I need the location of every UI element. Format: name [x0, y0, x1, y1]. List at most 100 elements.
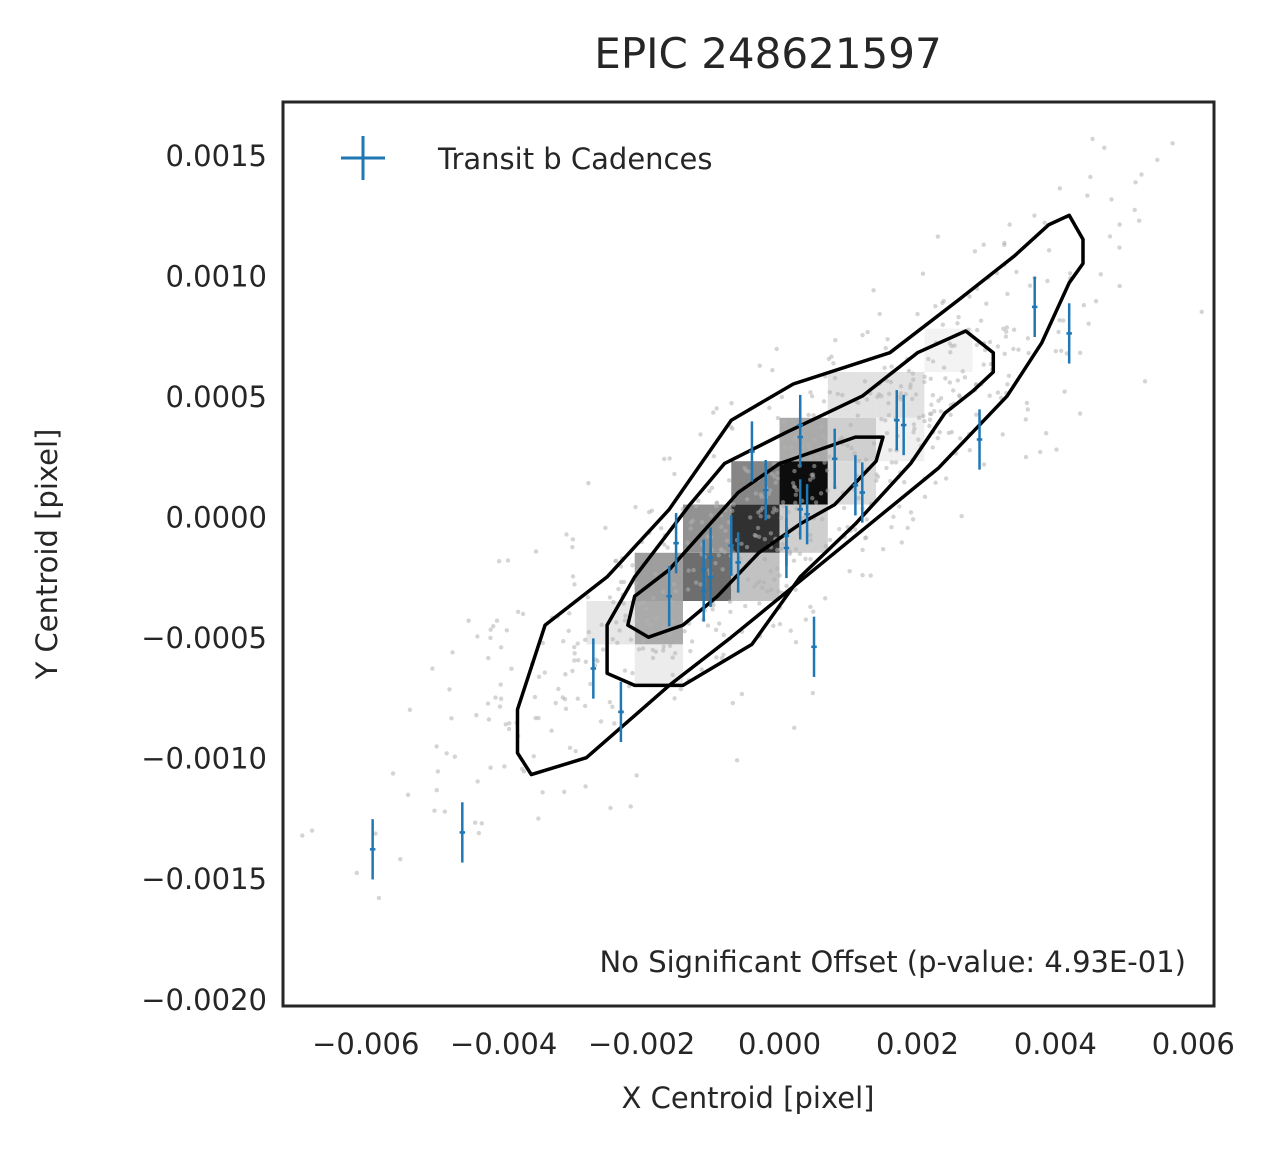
transit-point [797, 394, 803, 456]
background-point [774, 508, 779, 513]
background-point [779, 394, 785, 400]
background-point [533, 549, 539, 554]
transit-point [728, 515, 735, 576]
background-point [810, 472, 816, 477]
background-point [1117, 245, 1122, 250]
background-point [373, 831, 378, 836]
background-point [705, 534, 710, 539]
background-point [1086, 321, 1091, 326]
background-point [787, 551, 793, 556]
transit-point [831, 428, 838, 489]
background-point [1026, 350, 1031, 356]
background-point [926, 356, 931, 362]
background-point [1117, 222, 1122, 227]
background-point [775, 470, 780, 476]
background-point [871, 441, 877, 446]
background-point [793, 492, 799, 498]
background-point [598, 719, 604, 724]
background-point [875, 474, 881, 480]
background-point [1088, 174, 1093, 180]
background-point [922, 418, 927, 424]
background-point [792, 468, 797, 474]
background-point [407, 707, 413, 712]
y-tick-label: −0.0020 [141, 983, 267, 1017]
x-tick-label: −0.004 [450, 1027, 557, 1061]
background-point [688, 526, 693, 531]
background-point [536, 816, 541, 821]
background-point [658, 525, 664, 531]
background-point [564, 532, 569, 537]
background-point [693, 504, 699, 509]
background-point [654, 616, 659, 621]
background-point [827, 390, 833, 395]
background-point [1107, 234, 1113, 239]
hist-cell [682, 552, 732, 602]
background-point [641, 638, 646, 644]
background-point [955, 378, 960, 383]
background-point [981, 462, 987, 467]
background-point [731, 502, 736, 507]
background-point [734, 758, 740, 763]
background-point [910, 396, 915, 402]
background-point [768, 568, 773, 574]
x-tick-label: −0.002 [588, 1027, 695, 1061]
background-point [650, 655, 656, 661]
background-point [1007, 222, 1012, 227]
background-point [667, 456, 672, 461]
background-point [927, 417, 933, 422]
background-point [886, 401, 891, 406]
background-point [496, 558, 502, 564]
y-axis-label: Y Centroid [pixel] [30, 429, 64, 681]
background-point [808, 556, 813, 562]
background-point [898, 397, 903, 402]
transit-point [797, 479, 803, 540]
background-point [505, 558, 511, 563]
background-point [910, 517, 916, 522]
background-point [929, 411, 934, 417]
background-point [793, 547, 799, 552]
x-tick-label: 0.006 [1152, 1027, 1235, 1061]
background-point [434, 744, 439, 749]
background-point [930, 359, 936, 364]
contour-line [515, 213, 1085, 777]
background-point [981, 362, 986, 367]
background-point [877, 311, 882, 317]
background-point [570, 574, 576, 579]
background-point [757, 363, 762, 368]
background-point [808, 532, 813, 538]
background-point [911, 377, 916, 382]
transit-point [618, 681, 624, 743]
background-point [671, 619, 676, 624]
background-point [726, 520, 732, 525]
background-point [853, 527, 858, 532]
background-point [778, 547, 783, 552]
background-point [633, 504, 638, 510]
background-point [678, 686, 684, 692]
background-point [376, 895, 382, 901]
background-point [978, 318, 984, 323]
background-point [610, 636, 616, 642]
background-point [913, 392, 919, 397]
background-point [717, 621, 722, 626]
background-point [398, 856, 403, 862]
background-point [435, 769, 441, 774]
background-point [466, 618, 471, 623]
background-point [753, 491, 759, 496]
background-point [1077, 350, 1083, 355]
background-point [485, 701, 491, 706]
background-point [958, 436, 963, 441]
background-point [825, 488, 830, 493]
background-point [710, 607, 715, 612]
background-point [863, 457, 869, 462]
background-point [729, 400, 734, 406]
background-point [911, 430, 916, 435]
background-point [897, 504, 902, 509]
background-point [932, 409, 937, 414]
background-point [442, 809, 448, 814]
background-point [1057, 186, 1062, 191]
background-point [607, 699, 613, 705]
background-point [686, 568, 691, 573]
background-point [582, 703, 588, 709]
background-point [951, 388, 956, 393]
background-point [730, 508, 735, 514]
